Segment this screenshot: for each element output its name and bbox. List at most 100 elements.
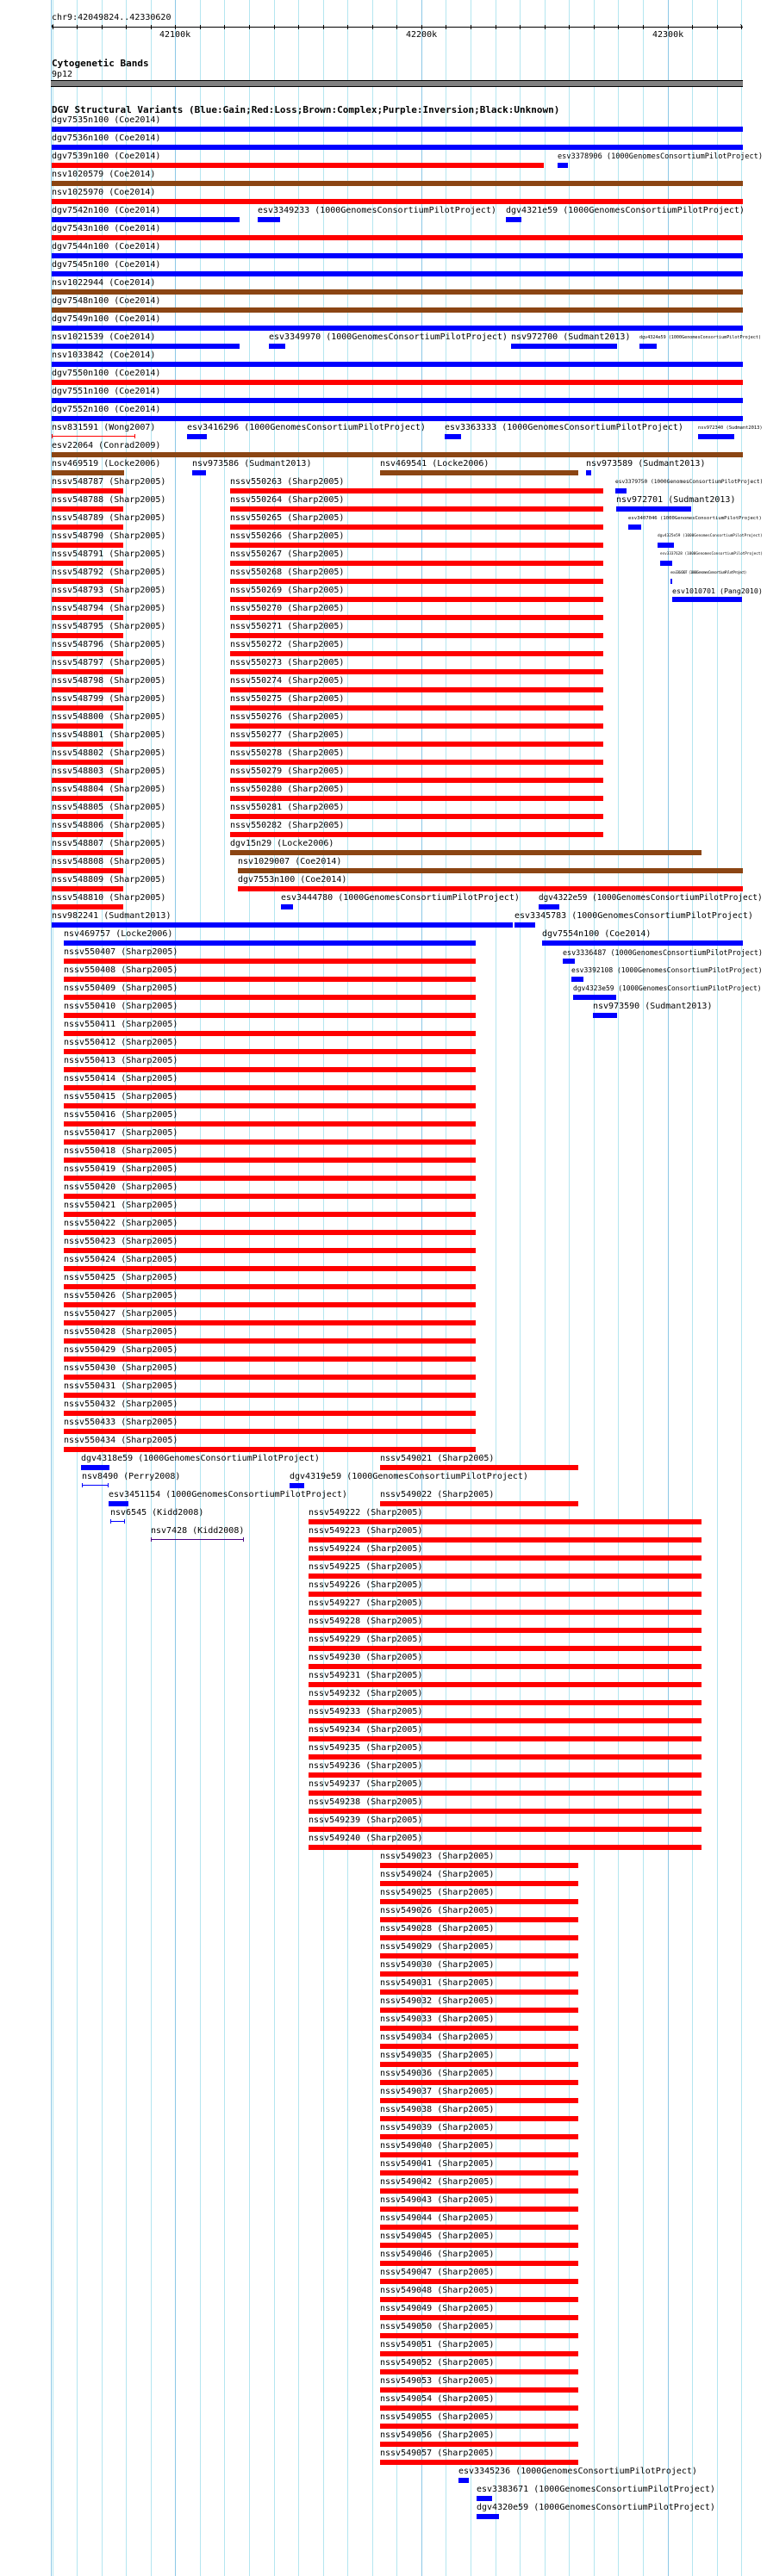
sv-feature-label[interactable]: nssv548793 (Sharp2005) — [52, 586, 166, 595]
sv-feature-bar[interactable] — [64, 995, 476, 1000]
sv-feature-label[interactable]: nssv549222 (Sharp2005) — [309, 1508, 423, 1518]
sv-feature-label[interactable]: nssv549023 (Sharp2005) — [380, 1852, 495, 1861]
sv-feature-bar[interactable] — [380, 2243, 578, 2248]
sv-feature-label[interactable]: nssv549055 (Sharp2005) — [380, 2412, 495, 2422]
sv-feature-label[interactable]: nssv549057 (Sharp2005) — [380, 2449, 495, 2458]
sv-feature-bar[interactable] — [380, 2134, 578, 2139]
sv-feature-bar[interactable] — [52, 579, 123, 584]
sv-feature-label[interactable]: nssv550428 (Sharp2005) — [64, 1327, 178, 1337]
sv-feature-label[interactable]: nssv550266 (Sharp2005) — [230, 531, 345, 541]
sv-feature-label[interactable]: esv3392108 (1000GenomesConsortiumPilotPr… — [571, 966, 763, 974]
sv-feature-bar[interactable] — [380, 2279, 578, 2284]
sv-feature-bar[interactable] — [309, 1809, 702, 1814]
sv-feature-label[interactable]: nssv548807 (Sharp2005) — [52, 839, 166, 848]
sv-feature-label[interactable]: nssv550431 (Sharp2005) — [64, 1381, 178, 1391]
sv-feature-label[interactable]: esv3364307 (1000GenomesConsortiumPilotPr… — [670, 570, 746, 574]
sv-feature-bar[interactable] — [658, 543, 674, 548]
sv-feature-label[interactable]: esv3444780 (1000GenomesConsortiumPilotPr… — [281, 893, 520, 903]
sv-feature-bar[interactable] — [64, 1375, 476, 1380]
sv-feature-label[interactable]: nssv550269 (Sharp2005) — [230, 586, 345, 595]
sv-feature-label[interactable]: nssv550407 (Sharp2005) — [64, 947, 178, 957]
sv-feature-label[interactable]: nssv550416 (Sharp2005) — [64, 1110, 178, 1120]
sv-feature-bar[interactable] — [230, 579, 603, 584]
sv-feature-bar[interactable] — [64, 1158, 476, 1163]
sv-feature-label[interactable]: nssv549230 (Sharp2005) — [309, 1653, 423, 1662]
sv-feature-bar[interactable] — [81, 1465, 109, 1470]
sv-feature-label[interactable]: nssv548794 (Sharp2005) — [52, 604, 166, 613]
sv-feature-label[interactable]: nssv549024 (Sharp2005) — [380, 1870, 495, 1879]
sv-feature-bar[interactable] — [539, 904, 559, 909]
sv-feature-bar[interactable] — [309, 1574, 702, 1579]
sv-feature-label[interactable]: nssv549240 (Sharp2005) — [309, 1834, 423, 1843]
sv-feature-label[interactable]: nsv469541 (Locke2006) — [380, 459, 490, 469]
sv-feature-label[interactable]: nssv550278 (Sharp2005) — [230, 748, 345, 758]
sv-feature-bar[interactable] — [380, 1971, 578, 1977]
sv-feature-label[interactable]: esv3336487 (1000GenomesConsortiumPilotPr… — [563, 948, 763, 957]
sv-feature-bar[interactable] — [52, 470, 124, 475]
sv-feature-label[interactable]: esv3337628 (1000GenomesConsortiumPilotPr… — [660, 552, 763, 556]
sv-feature-label[interactable]: nssv549026 (Sharp2005) — [380, 1906, 495, 1915]
sv-feature-bar[interactable] — [309, 1610, 702, 1615]
sv-feature-label[interactable]: esv22064 (Conrad2009) — [52, 441, 161, 450]
sv-feature-bar[interactable] — [52, 615, 123, 620]
sv-feature-bar[interactable] — [309, 1555, 702, 1561]
sv-feature-bar[interactable] — [52, 145, 743, 150]
sv-feature-bar[interactable] — [230, 687, 603, 692]
sv-feature-label[interactable]: dgv4323e59 (1000GenomesConsortiumPilotPr… — [573, 984, 762, 992]
sv-feature-label[interactable]: nssv549044 (Sharp2005) — [380, 2213, 495, 2223]
sv-feature-bar[interactable] — [309, 1772, 702, 1778]
sv-feature-bar[interactable] — [309, 1718, 702, 1723]
sv-feature-label[interactable]: esv3451154 (1000GenomesConsortiumPilotPr… — [109, 1490, 347, 1499]
sv-feature-bar[interactable] — [230, 488, 603, 493]
sv-feature-label[interactable]: dgv4321e59 (1000GenomesConsortiumPilotPr… — [506, 206, 745, 215]
sv-feature-bar[interactable] — [52, 832, 123, 837]
sv-feature-label[interactable]: nssv549225 (Sharp2005) — [309, 1562, 423, 1572]
sv-feature-bar[interactable] — [380, 2008, 578, 2013]
sv-feature-bar[interactable] — [52, 543, 123, 548]
sv-feature-bar[interactable] — [380, 1917, 578, 1922]
sv-feature-bar[interactable] — [380, 1863, 578, 1868]
sv-feature-label[interactable]: nsv7428 (Kidd2008) — [151, 1526, 245, 1536]
sv-feature-label[interactable]: nssv548801 (Sharp2005) — [52, 730, 166, 740]
sv-feature-bar[interactable] — [269, 344, 285, 349]
sv-feature-label[interactable]: nsv972700 (Sudmant2013) — [511, 332, 631, 342]
sv-feature-bar[interactable] — [230, 742, 603, 747]
sv-feature-label[interactable]: nssv549033 (Sharp2005) — [380, 2014, 495, 2024]
sv-feature-bar[interactable] — [52, 181, 743, 186]
sv-feature-bar[interactable] — [309, 1664, 702, 1669]
sv-feature-bar[interactable] — [380, 2170, 578, 2176]
sv-feature-label[interactable]: nssv550280 (Sharp2005) — [230, 785, 345, 794]
sv-feature-label[interactable]: dgv7544n100 (Coe2014) — [52, 242, 161, 251]
sv-feature-bar[interactable] — [380, 1953, 578, 1958]
sv-feature-label[interactable]: nssv549028 (Sharp2005) — [380, 1924, 495, 1934]
sv-feature-label[interactable]: nssv549232 (Sharp2005) — [309, 1689, 423, 1698]
sv-feature-bar[interactable] — [64, 1302, 476, 1307]
sv-feature-label[interactable]: nssv550433 (Sharp2005) — [64, 1418, 178, 1427]
sv-feature-bar[interactable] — [230, 760, 603, 765]
sv-feature-label[interactable]: nssv549237 (Sharp2005) — [309, 1779, 423, 1789]
sv-feature-bar[interactable] — [380, 2098, 578, 2103]
sv-feature-bar[interactable] — [593, 1013, 617, 1018]
sv-feature-label[interactable]: esv3345236 (1000GenomesConsortiumPilotPr… — [458, 2467, 697, 2476]
sv-feature-label[interactable]: nssv550409 (Sharp2005) — [64, 984, 178, 993]
sv-feature-bar[interactable] — [52, 742, 123, 747]
sv-feature-bar[interactable] — [380, 2152, 578, 2157]
sv-feature-label[interactable]: nssv548790 (Sharp2005) — [52, 531, 166, 541]
sv-feature-label[interactable]: nssv548791 (Sharp2005) — [52, 549, 166, 559]
sv-feature-label[interactable]: nssv550423 (Sharp2005) — [64, 1237, 178, 1246]
sv-feature-label[interactable]: nssv550282 (Sharp2005) — [230, 821, 345, 830]
sv-feature-bar[interactable] — [380, 470, 578, 475]
sv-feature-bar[interactable] — [64, 1320, 476, 1325]
sv-feature-bar[interactable] — [52, 344, 240, 349]
sv-feature-label[interactable]: nssv550273 (Sharp2005) — [230, 658, 345, 667]
sv-feature-bar[interactable] — [672, 597, 742, 602]
sv-feature-bar[interactable] — [64, 1411, 476, 1416]
sv-feature-label[interactable]: nssv550270 (Sharp2005) — [230, 604, 345, 613]
sv-feature-label[interactable]: dgv7550n100 (Coe2014) — [52, 369, 161, 378]
sv-feature-label[interactable]: esv3383671 (1000GenomesConsortiumPilotPr… — [477, 2485, 715, 2494]
sv-feature-label[interactable]: dgv7554n100 (Coe2014) — [542, 929, 652, 939]
sv-feature-label[interactable]: esv3349970 (1000GenomesConsortiumPilotPr… — [269, 332, 508, 342]
sv-feature-label[interactable]: dgv7552n100 (Coe2014) — [52, 405, 161, 414]
sv-feature-bar[interactable] — [52, 796, 123, 801]
sv-feature-bar[interactable] — [52, 850, 123, 855]
